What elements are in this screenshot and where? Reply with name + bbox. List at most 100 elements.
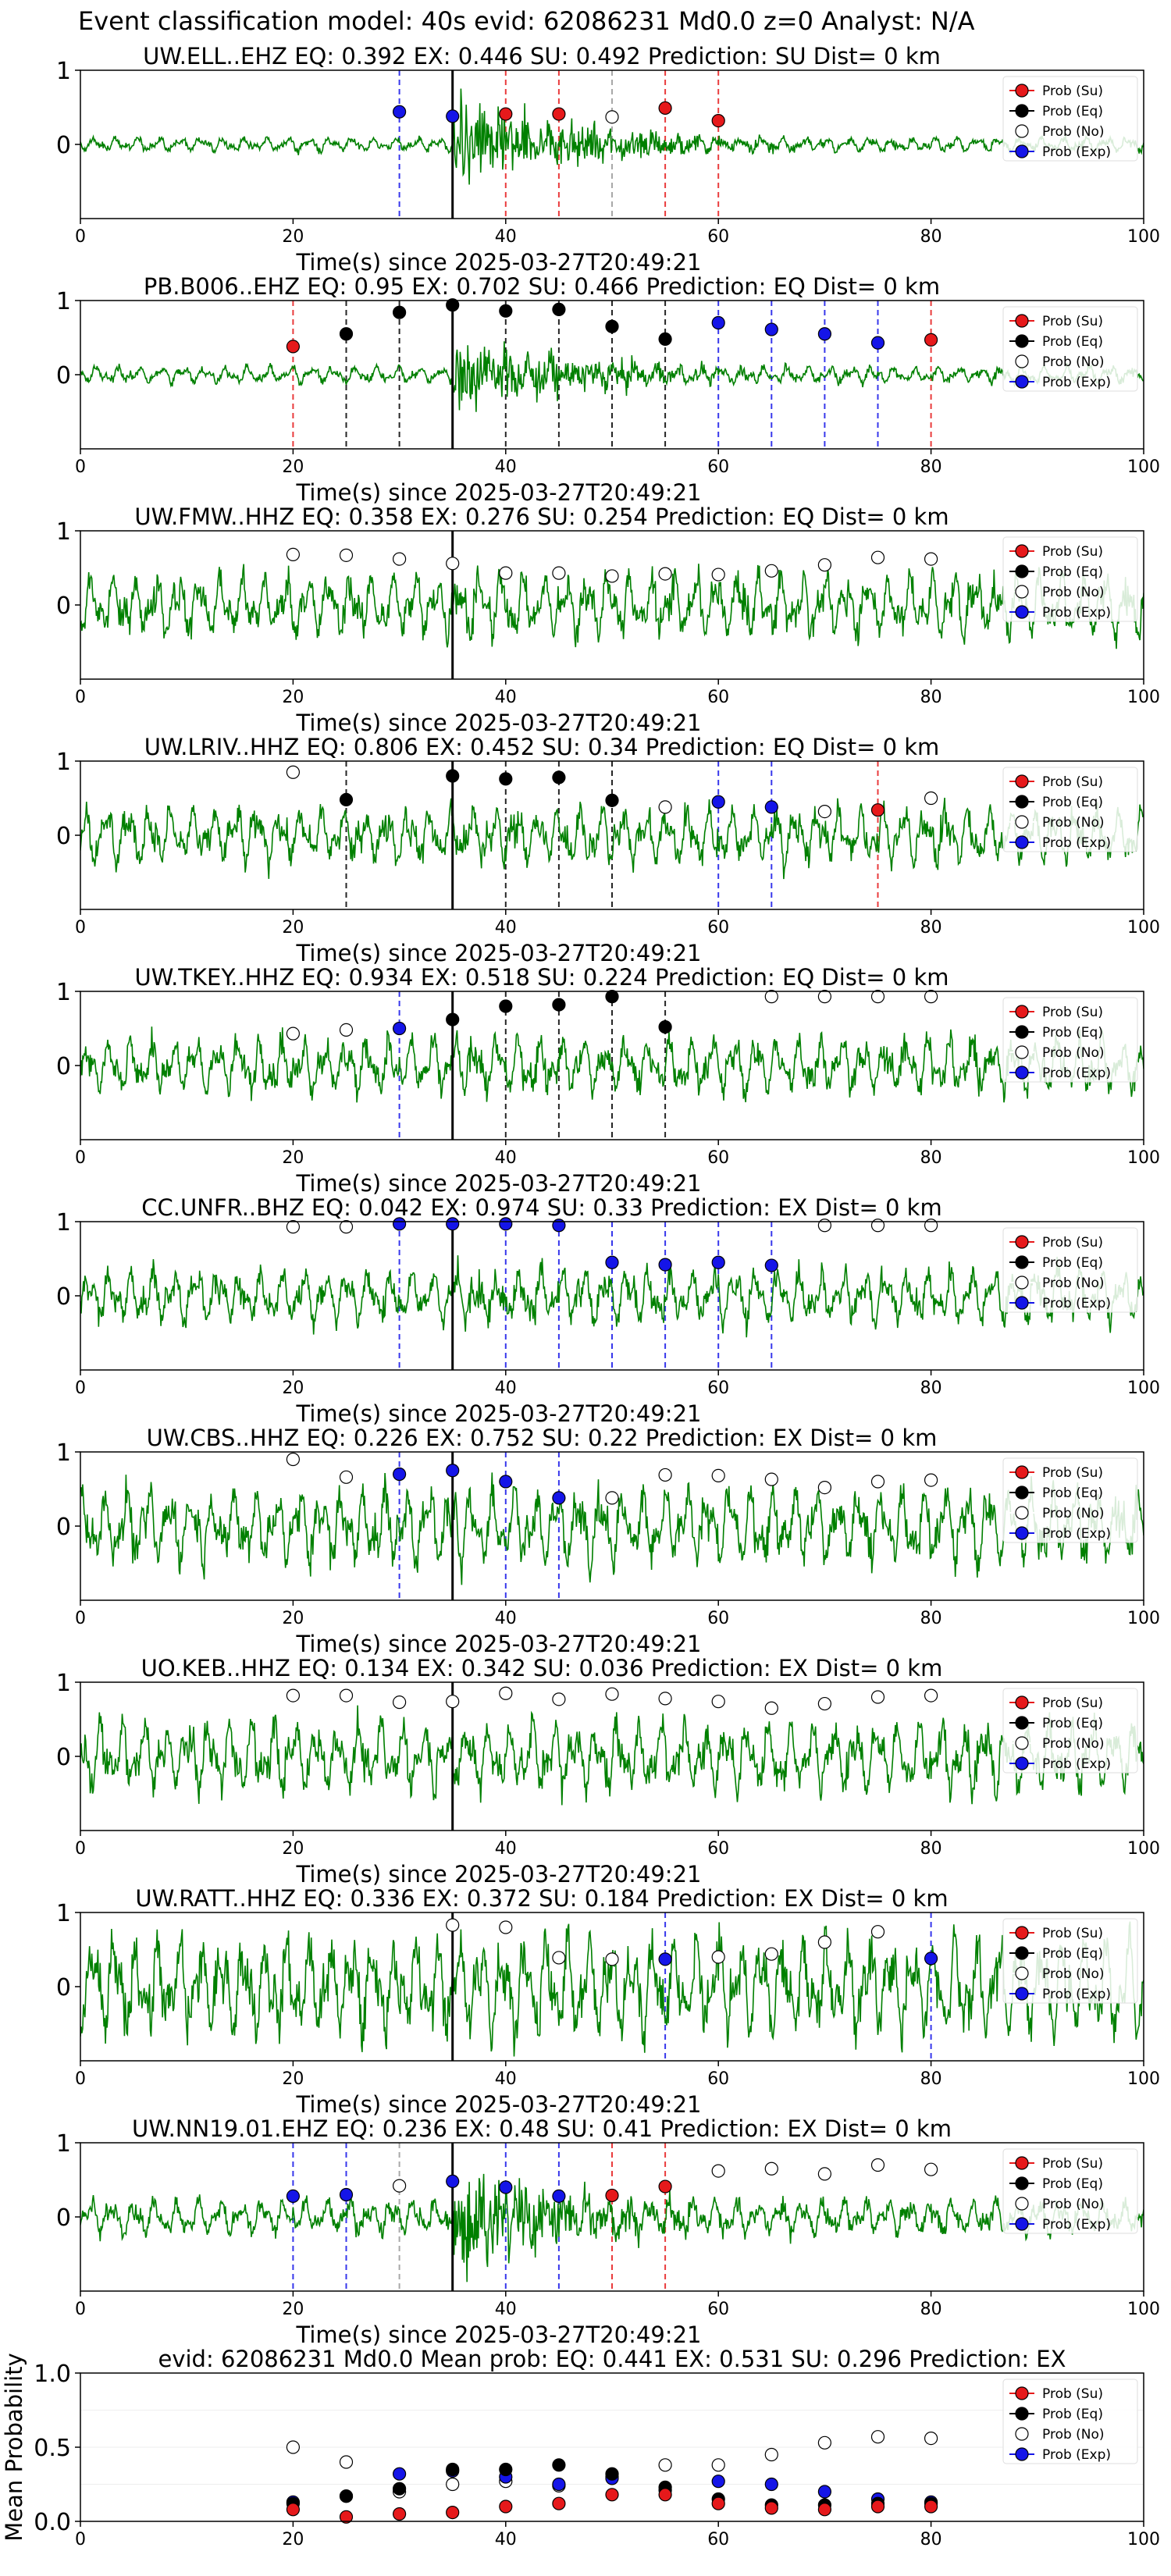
mean-point-su xyxy=(711,2496,725,2510)
prob-marker-eq xyxy=(393,305,407,319)
legend-label: Prob (Eq) xyxy=(1042,1716,1103,1731)
mean-point-su xyxy=(817,2503,832,2517)
x-tick-label: 100 xyxy=(1127,2530,1160,2549)
y-tick-label: 0 xyxy=(56,823,71,850)
legend-label: Prob (Eq) xyxy=(1042,795,1103,810)
prob-marker-exp xyxy=(817,327,832,341)
waveform-trace xyxy=(80,1472,1144,1585)
prob-marker-no xyxy=(764,1701,778,1715)
y-tick-label: 0 xyxy=(56,1283,71,1311)
x-axis-label: Time(s) since 2025-03-27T20:49:21 xyxy=(296,249,702,276)
legend-label: Prob (Su) xyxy=(1042,2156,1103,2172)
x-tick-label: 0 xyxy=(75,2530,86,2549)
panel-3: 0 20 40 60 80 100 1 0 UW.FMW..HHZ EQ: 0.358 EX: … xyxy=(56,503,1160,736)
legend-box xyxy=(1002,76,1138,162)
x-tick-label: 40 xyxy=(495,1609,517,1628)
mean-point-eq xyxy=(605,2467,619,2481)
legend-label: Prob (Eq) xyxy=(1042,1025,1103,1041)
x-axis-label: Time(s) since 2025-03-27T20:49:21 xyxy=(296,1861,702,1888)
prob-marker-eq xyxy=(446,298,460,312)
x-tick-label: 20 xyxy=(282,457,304,477)
mean-point-su xyxy=(605,2488,619,2502)
prob-marker-exp xyxy=(764,1258,778,1272)
prob-marker-exp xyxy=(658,1258,672,1272)
legend-marker-exp xyxy=(1015,2217,1029,2231)
mean-point-no xyxy=(817,2435,832,2450)
legend-box xyxy=(1002,997,1138,1083)
prob-marker-exp xyxy=(393,1467,407,1482)
legend-marker-no xyxy=(1015,1966,1029,1980)
x-tick-label: 80 xyxy=(920,1379,942,1398)
x-tick-label: 100 xyxy=(1127,688,1160,707)
mean-point-no xyxy=(924,2432,938,2446)
x-tick-label: 40 xyxy=(495,688,517,707)
prob-marker-eq xyxy=(552,770,566,785)
prob-marker-no xyxy=(870,1690,885,1704)
waveform-trace xyxy=(80,1921,1144,2057)
x-tick-label: 20 xyxy=(282,2530,304,2549)
prob-marker-no xyxy=(339,548,354,562)
legend-box xyxy=(1002,536,1138,622)
x-tick-label: 20 xyxy=(282,1609,304,1628)
mean-point-su xyxy=(339,2510,354,2524)
mean-point-su xyxy=(924,2500,938,2514)
mean-point-eq xyxy=(446,2462,460,2477)
prob-marker-no xyxy=(924,552,938,566)
legend-box xyxy=(1002,2148,1138,2234)
prob-marker-no xyxy=(870,550,885,564)
legend-marker-eq xyxy=(1015,1485,1029,1500)
prob-marker-no xyxy=(658,567,672,581)
prob-marker-no xyxy=(446,557,460,571)
mean-point-su xyxy=(552,2496,566,2510)
prob-marker-no xyxy=(658,800,672,814)
prob-marker-exp xyxy=(499,2180,513,2194)
prob-marker-no xyxy=(924,990,938,1004)
x-tick-label: 100 xyxy=(1127,1839,1160,1859)
prob-marker-no xyxy=(711,568,725,582)
x-tick-label: 60 xyxy=(707,918,729,938)
panel-title: UW.NN19.01.EHZ EQ: 0.236 EX: 0.48 SU: 0.… xyxy=(132,2115,952,2142)
prob-marker-no xyxy=(446,1918,460,1932)
prob-marker-exp xyxy=(446,1464,460,1478)
prob-marker-exp xyxy=(446,2174,460,2188)
y-tick-label: 0 xyxy=(56,592,71,620)
panel-title: UW.TKEY..HHZ EQ: 0.934 EX: 0.518 SU: 0.2… xyxy=(135,964,949,991)
prob-marker-eq xyxy=(605,319,619,333)
prob-marker-no xyxy=(286,547,300,562)
prob-marker-no xyxy=(924,1473,938,1487)
x-tick-label: 100 xyxy=(1127,457,1160,477)
x-tick-label: 80 xyxy=(920,918,942,938)
legend-label: Prob (Exp) xyxy=(1042,1987,1111,2002)
x-tick-label: 80 xyxy=(920,1839,942,1859)
prob-marker-exp xyxy=(552,1491,566,1505)
mean-point-su xyxy=(393,2507,407,2521)
x-axis-label: Time(s) since 2025-03-27T20:49:21 xyxy=(296,2322,702,2348)
legend-label: Prob (Su) xyxy=(1042,1235,1103,1251)
legend-marker-su xyxy=(1015,544,1029,558)
x-tick-label: 60 xyxy=(707,1148,729,1168)
x-tick-label: 80 xyxy=(920,1148,942,1168)
legend-label: Prob (Su) xyxy=(1042,544,1103,560)
prob-marker-no xyxy=(924,2162,938,2176)
mean-point-exp xyxy=(817,2485,832,2499)
prob-marker-no xyxy=(605,1952,619,1966)
y-tick-label: 0 xyxy=(56,2204,71,2232)
legend-marker-exp xyxy=(1015,375,1029,389)
prob-marker-su xyxy=(924,333,938,347)
x-tick-label: 60 xyxy=(707,1379,729,1398)
prob-marker-no xyxy=(817,1480,832,1495)
x-tick-label: 100 xyxy=(1127,227,1160,247)
prob-marker-no xyxy=(286,1026,300,1041)
mean-point-no xyxy=(339,2455,354,2469)
x-tick-label: 20 xyxy=(282,2069,304,2089)
prob-marker-no xyxy=(552,566,566,580)
legend-marker-eq xyxy=(1015,564,1029,578)
prob-marker-no xyxy=(605,569,619,583)
panel-1: 0 20 40 60 80 100 1 0 UW.ELL..EHZ EQ: 0.392 EX: … xyxy=(56,43,1160,276)
prob-marker-no xyxy=(339,1023,354,1037)
legend-marker-no xyxy=(1015,585,1029,599)
panel-title: UW.CBS..HHZ EQ: 0.226 EX: 0.752 SU: 0.22… xyxy=(147,1425,938,1451)
legend-label: Prob (Exp) xyxy=(1042,144,1111,160)
panel-8: 0 20 40 60 80 100 1 0 UO.KEB..HHZ EQ: 0.134 EX: … xyxy=(56,1655,1160,1888)
legend-marker-no xyxy=(1015,1736,1029,1750)
